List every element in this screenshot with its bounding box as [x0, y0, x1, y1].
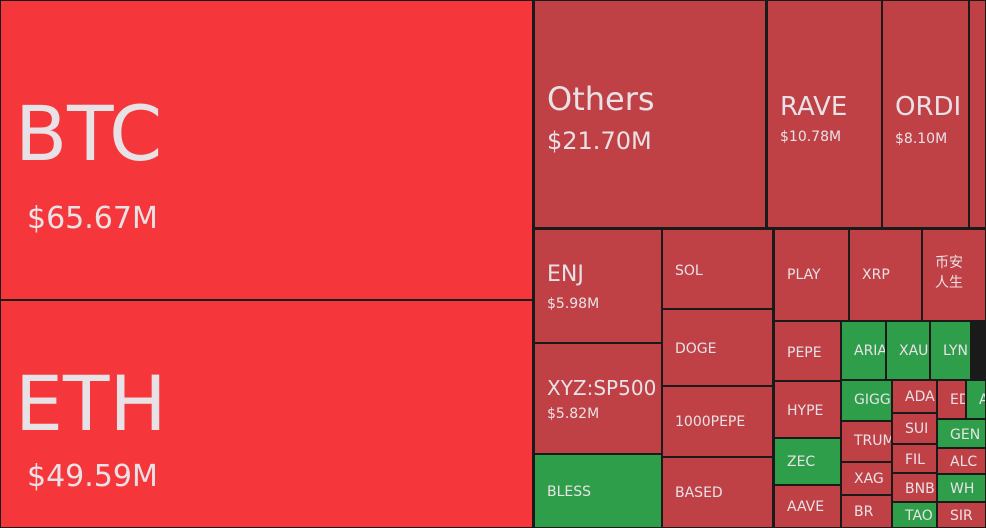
tile-label: ADA — [905, 389, 935, 405]
tile-label: BNB — [905, 481, 935, 497]
tile: LYN — [930, 321, 971, 380]
tile: 币安人生 — [922, 229, 986, 321]
tile: TRUM — [841, 421, 892, 462]
tile-label: ORDI — [895, 92, 962, 122]
tile-label: BASED — [675, 485, 723, 501]
tile-label: FIL — [905, 452, 925, 468]
tile: FIL — [892, 444, 937, 473]
tile-label: SOL — [675, 263, 703, 279]
tile: SOL — [662, 229, 773, 309]
tile-label: XAG — [854, 471, 884, 487]
tile-value: $49.59M — [27, 459, 158, 494]
tile: ADA — [892, 380, 937, 413]
tile: BNB — [892, 473, 937, 502]
tile: ED — [937, 380, 966, 419]
tile-label: XYZ:SP500 — [547, 376, 657, 400]
tile-label: SIR — [950, 508, 973, 524]
tile: XAG — [841, 462, 892, 495]
tile-label: 币安人生 — [935, 255, 963, 291]
tile-label: ARIA — [854, 343, 886, 359]
tile: ALC — [937, 448, 986, 474]
tile: BLESS — [534, 454, 662, 528]
tile-label: BR — [854, 504, 874, 520]
tile-label: SUI — [905, 421, 929, 437]
tile: BR — [841, 495, 892, 528]
tile: TAO — [892, 502, 937, 528]
tile-label: HYPE — [787, 403, 824, 419]
tile: XYZ:SP500 $5.82M — [534, 343, 662, 454]
tile-value: $5.98M — [547, 296, 600, 312]
tile-label: RAVE — [780, 92, 848, 122]
tile-value: $65.67M — [27, 201, 158, 236]
tile: XRP — [849, 229, 922, 321]
tile-label: TAO — [905, 508, 933, 524]
tile-label: PLAY — [787, 267, 821, 283]
tile: AAVE — [774, 485, 841, 528]
tile-label: DOGE — [675, 341, 717, 357]
tile: 1000PEPE — [662, 386, 773, 457]
tile: XAU — [886, 321, 930, 380]
tile-label: 1000PEPE — [675, 414, 746, 430]
tile: Others $21.70M — [534, 0, 766, 228]
tile-strip — [969, 0, 986, 228]
tile: ENJ $5.98M — [534, 229, 662, 343]
tile-label: BLESS — [547, 484, 592, 500]
tile-label: LYN — [943, 343, 968, 359]
tile-label: ALC — [950, 454, 978, 470]
tile-label: AAVE — [787, 499, 825, 515]
tile: SUI — [892, 413, 937, 444]
tile: GEN — [937, 419, 986, 448]
tile-label: ENJ — [547, 262, 584, 287]
tile-label: TRUM — [854, 433, 892, 449]
tile: WH — [937, 474, 986, 502]
tile-label: WH — [950, 481, 975, 497]
tile: BTC $65.67M — [0, 0, 533, 300]
tile-label: XAU — [899, 343, 929, 359]
tile: GIGG — [841, 380, 892, 421]
tile-label: BTC — [15, 89, 163, 178]
tile: PEPE — [774, 321, 841, 381]
tile-label: GEN — [950, 427, 981, 443]
tile-label: A — [979, 391, 985, 411]
tile: ETH $49.59M — [0, 300, 533, 528]
tile-label: ETH — [15, 359, 167, 448]
tile: RAVE $10.78M — [767, 0, 882, 228]
tile-value: $8.10M — [895, 131, 948, 147]
tile: HYPE — [774, 381, 841, 438]
tile: SIR — [937, 502, 986, 528]
tile-label: ZEC — [787, 454, 816, 470]
tile-label: ED — [950, 392, 965, 408]
tile-label: GIGG — [854, 392, 891, 408]
tile-label: PEPE — [787, 345, 822, 361]
tile: A — [966, 380, 986, 419]
tile: ZEC — [774, 438, 841, 485]
tile: DOGE — [662, 309, 773, 386]
tile: PLAY — [774, 229, 849, 321]
tile-label: XRP — [862, 267, 890, 283]
tile: ARIA — [841, 321, 886, 380]
tile-label: Others — [547, 80, 655, 118]
tile-value: $10.78M — [780, 129, 842, 145]
tile-value: $21.70M — [547, 127, 652, 155]
tile-value: $5.82M — [547, 406, 600, 422]
tile: ORDI $8.10M — [882, 0, 969, 228]
tile: BASED — [662, 457, 773, 528]
